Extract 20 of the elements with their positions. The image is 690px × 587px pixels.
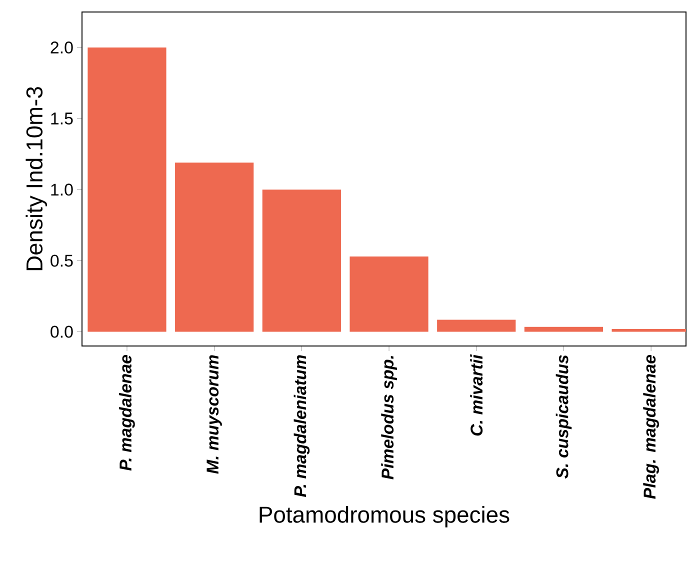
y-tick-label: 0.0 [50,326,73,338]
y-tick-label: 1.0 [51,184,73,196]
x-tick-label: S. cuspicaudus [556,355,572,479]
y-tick-label: 0.5 [50,254,73,267]
y-axis-title: Density Ind.10m-3 [26,87,48,270]
x-tick-label: P. magdalenae [119,355,135,471]
x-tick-label: P. magdaleniatum [294,355,310,497]
bar [524,326,604,332]
bar [88,48,166,332]
bar [262,190,341,332]
x-tick-label: Pimelodus spp. [381,356,397,480]
bar [175,162,254,332]
bar [350,256,428,332]
x-tick-label: Plag. magdalenae [643,354,659,499]
y-tick-label: 2.0 [50,42,73,54]
x-axis-title: Potamodromous species [260,506,510,528]
x-tick-label: C. mivartii [470,354,483,436]
y-tick-label: 1.5 [51,112,73,125]
bar [437,320,516,332]
x-tick-label: M. muyscorum [206,355,222,474]
